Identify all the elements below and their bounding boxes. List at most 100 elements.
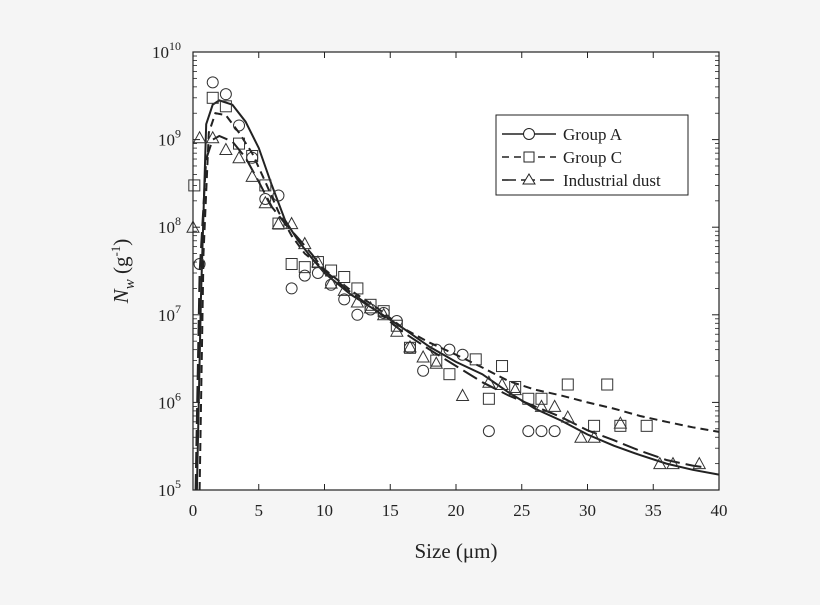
data-point-industrial-dust: [258, 195, 273, 209]
data-point-industrial-dust: [271, 216, 286, 230]
data-point-group-c: [469, 353, 482, 366]
x-tick-label: 40: [711, 501, 728, 520]
y-tick-label: 109: [158, 127, 181, 150]
data-point-group-c: [496, 360, 509, 373]
y-tick-label: 107: [158, 302, 181, 325]
y-tick-label: 108: [158, 214, 181, 237]
data-point-group-c: [430, 354, 443, 367]
y-axis-label-sub: w: [122, 279, 138, 289]
data-point-group-c: [188, 179, 201, 192]
data-point-group-c: [482, 392, 495, 405]
y-tick-label-base: 10: [152, 43, 169, 62]
y-tick-label: 105: [158, 477, 181, 500]
data-point-industrial-dust: [350, 294, 365, 308]
plot-content: [186, 76, 720, 491]
data-point-industrial-dust: [587, 430, 601, 443]
data-point-industrial-dust: [245, 169, 260, 182]
data-point-industrial-dust: [219, 142, 233, 156]
data-point-group-a: [417, 364, 430, 377]
x-tick-label: 15: [382, 501, 399, 520]
data-point-group-a: [535, 425, 548, 438]
data-point-industrial-dust: [534, 399, 549, 412]
data-point-group-c: [390, 319, 403, 332]
data-point-industrial-dust: [574, 430, 588, 443]
data-point-group-c: [443, 368, 456, 381]
data-point-group-c: [219, 100, 232, 113]
data-point-group-a: [219, 88, 232, 101]
y-tick-label-exponent: 5: [175, 477, 181, 491]
data-point-industrial-dust: [495, 377, 509, 391]
data-point-group-c: [601, 378, 614, 391]
y-axis-label-close: ): [109, 239, 133, 246]
data-point-industrial-dust: [389, 324, 404, 337]
y-tick-label: 1010: [152, 39, 181, 62]
data-point-group-c: [285, 258, 298, 271]
data-point-industrial-dust: [482, 375, 496, 388]
data-point-industrial-dust: [376, 307, 391, 321]
legend-marker-group-c: [523, 151, 535, 163]
data-point-group-c: [614, 419, 627, 432]
x-tick-label: 30: [579, 501, 596, 520]
data-point-group-c: [403, 341, 416, 354]
data-point-industrial-dust: [416, 349, 430, 363]
y-tick-label-base: 10: [158, 306, 175, 325]
x-tick-label: 35: [645, 501, 662, 520]
y-tick-label-exponent: 7: [175, 302, 181, 316]
legend-item-group-c: Group C: [502, 148, 622, 167]
data-point-group-a: [206, 76, 219, 89]
data-point-group-c: [246, 149, 259, 162]
data-point-group-c: [338, 271, 351, 284]
data-point-group-a: [272, 189, 285, 202]
y-axis-label-main: N: [109, 288, 133, 304]
y-tick-label-base: 10: [158, 393, 175, 412]
data-point-industrial-dust: [666, 456, 680, 470]
data-point-group-a: [548, 425, 561, 438]
data-point-industrial-dust: [324, 276, 338, 289]
data-point-industrial-dust: [311, 255, 325, 268]
y-tick-label-base: 10: [158, 218, 175, 237]
series-line-industrial-dust: [194, 134, 707, 491]
data-point-industrial-dust: [205, 130, 220, 144]
data-point-industrial-dust: [560, 410, 575, 423]
data-point-industrial-dust: [403, 339, 417, 353]
data-point-industrial-dust: [337, 283, 352, 296]
data-point-industrial-dust: [508, 382, 523, 396]
x-tick-label: 0: [189, 501, 198, 520]
legend: Group A Group C Industrial dust: [495, 114, 689, 196]
data-point-group-a: [351, 308, 364, 321]
legend-label-industrial-dust: Industrial dust: [563, 171, 661, 190]
data-point-group-a: [482, 425, 495, 438]
y-axis-label: Nw (g-1): [108, 239, 138, 305]
data-point-industrial-dust: [455, 388, 470, 401]
data-point-industrial-dust: [547, 399, 562, 412]
data-point-group-c: [509, 380, 522, 393]
data-point-industrial-dust: [613, 416, 628, 429]
x-tick-label: 5: [255, 501, 264, 520]
data-point-industrial-dust: [297, 236, 312, 250]
y-tick-label-base: 10: [158, 481, 175, 500]
data-point-group-c: [561, 378, 574, 391]
data-point-industrial-dust: [284, 216, 299, 230]
x-tick-label: 20: [448, 501, 465, 520]
data-point-group-a: [325, 278, 338, 291]
data-point-industrial-dust: [232, 150, 246, 164]
y-tick-label-exponent: 10: [169, 39, 181, 53]
data-point-group-a: [285, 282, 298, 295]
x-tick-label: 25: [513, 501, 530, 520]
legend-label-group-c: Group C: [563, 148, 622, 167]
data-point-group-a: [233, 119, 246, 132]
data-point-industrial-dust: [692, 456, 707, 470]
y-tick-label-exponent: 6: [175, 389, 181, 403]
legend-label-group-a: Group A: [563, 125, 623, 144]
data-point-group-c: [364, 298, 377, 311]
x-tick-label: 10: [316, 501, 333, 520]
y-tick-label-exponent: 8: [175, 214, 181, 228]
data-point-group-c: [640, 419, 653, 432]
data-point-group-a: [259, 192, 272, 205]
data-point-industrial-dust: [652, 456, 667, 470]
y-tick-label-exponent: 9: [175, 127, 181, 141]
legend-marker-group-a: [523, 128, 535, 140]
data-point-industrial-dust: [363, 300, 378, 314]
data-point-group-a: [338, 293, 351, 306]
